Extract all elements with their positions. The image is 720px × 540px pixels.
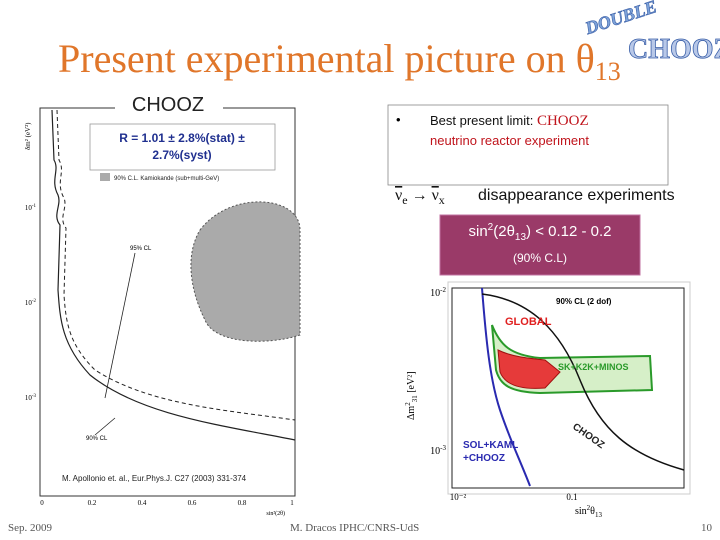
sol-curve	[481, 287, 531, 487]
result-text: R = 1.01 ± 2.8%(stat) ±	[119, 131, 245, 145]
curve-90cl	[51, 109, 296, 441]
bullet-text: Best present limit: CHOOZ	[430, 113, 589, 129]
right-plot: 90% CL (2 dof) GLOBAL SK+K2K+MINOS SOL+K…	[404, 281, 691, 519]
plot-label: CHOOZ	[132, 94, 204, 116]
legend: 90% C.L. Kamiokande (sub+multi-GeV)	[114, 176, 219, 182]
arrow	[104, 252, 136, 399]
limit-box	[439, 214, 641, 276]
chooz-curve	[481, 293, 685, 471]
x-axis-label: sin2θ13	[575, 504, 602, 519]
y-tick-label: 10-2	[25, 299, 37, 307]
y-tick-label: 10-2	[430, 286, 446, 299]
global-region	[497, 349, 561, 389]
label-bg	[115, 92, 223, 116]
bullet-box	[387, 104, 669, 186]
logo-text: DOUBLE	[582, 0, 660, 38]
plot-frame	[451, 287, 685, 489]
x-tick-label: 10⁻²	[450, 492, 467, 502]
x-tick-label: 1	[290, 499, 294, 507]
y-tick-label: 10-3	[430, 444, 446, 457]
x-tick-label: 0.1	[566, 492, 577, 502]
kamiokande-region	[190, 201, 301, 342]
x-tick-label: 0.8	[238, 499, 247, 507]
x-tick-label: 0.2	[88, 499, 97, 507]
x-axis-label: sin²(2θ)	[266, 510, 285, 517]
y-tick-label: 10-1	[25, 204, 37, 212]
footer-date: Sep. 2009	[8, 522, 53, 534]
channel: νe → νx	[395, 187, 445, 207]
x-tick-label: 0.6	[188, 499, 197, 507]
y-axis-label: Δm231 [eV²]	[404, 371, 419, 420]
logo-text: CHOOZ	[628, 34, 720, 65]
citation: M. Apollonio et. al., Eur.Phys.J. C27 (2…	[62, 474, 247, 483]
annotation: 90% CL	[86, 436, 108, 442]
title: Present experimental picture on θ13	[58, 36, 621, 86]
x-tick-label: 0.4	[138, 499, 147, 507]
limit-text: sin2(2θ13) < 0.12 - 0.2	[468, 222, 611, 243]
plot-label: +CHOOZ	[463, 453, 505, 464]
legend: 90% CL (2 dof)	[556, 297, 612, 306]
bullet-marker: •	[396, 112, 401, 127]
legend-swatch	[100, 173, 110, 181]
plot-label: GLOBAL	[505, 316, 552, 328]
channel-text: disappearance experiments	[478, 187, 675, 204]
footer-page: 10	[701, 522, 713, 534]
curve-95cl	[56, 109, 296, 421]
result-text: 2.7%(syst)	[152, 148, 211, 162]
arrow	[94, 417, 116, 436]
annotation: 95% CL	[130, 246, 152, 252]
result-box	[89, 123, 276, 171]
y-tick-label: 10-3	[25, 394, 37, 402]
footer-author: M. Dracos IPHC/CNRS-UdS	[290, 522, 419, 534]
left-plot: 90% C.L. Kamiokande (sub+multi-GeV) 95% …	[24, 92, 301, 517]
x-tick-label: 0	[40, 499, 44, 507]
plot-label: SK+K2K+MINOS	[558, 362, 629, 372]
bullet-text: neutrino reactor experiment	[430, 133, 589, 148]
y-axis-label: δm² (eV²)	[24, 122, 32, 150]
plot-label: SOL+KAML	[463, 440, 518, 451]
limit-cl: (90% C.L)	[513, 251, 567, 265]
logo: DOUBLE CHOOZ	[581, 0, 720, 65]
